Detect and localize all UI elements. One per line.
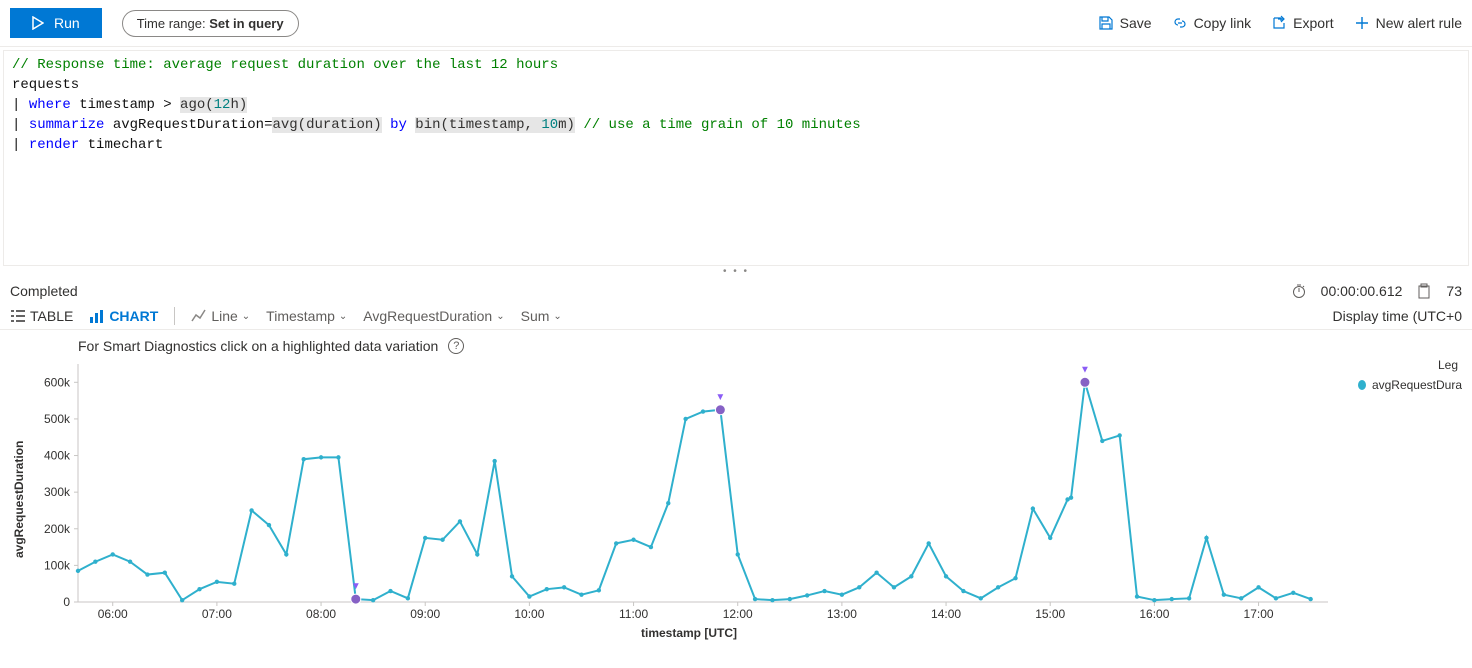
time-range-selector[interactable]: Time range: Set in query bbox=[122, 10, 299, 37]
run-button-label: Run bbox=[54, 15, 80, 31]
svg-text:10:00: 10:00 bbox=[514, 607, 544, 621]
chart-icon bbox=[89, 309, 105, 323]
status-bar: Completed 00:00:00.612 73 bbox=[0, 279, 1472, 303]
query-duration: 00:00:00.612 bbox=[1321, 283, 1403, 299]
editor-line-2: requests bbox=[12, 77, 79, 93]
copy-link-button[interactable]: Copy link bbox=[1172, 15, 1252, 31]
svg-text:11:00: 11:00 bbox=[619, 607, 648, 621]
link-icon bbox=[1172, 15, 1188, 31]
svg-text:09:00: 09:00 bbox=[410, 607, 440, 621]
query-toolbar: Run Time range: Set in query Save Copy l… bbox=[0, 0, 1472, 47]
save-icon bbox=[1098, 15, 1114, 31]
chart-plot[interactable]: 0 100k 200k 300k 400k 500k 600k 06:00 07:00 08:00… bbox=[28, 358, 1350, 640]
info-icon[interactable]: ? bbox=[448, 338, 464, 354]
chart-svg[interactable]: 0 100k 200k 300k 400k 500k 600k 06:00 07:00 08:00… bbox=[28, 358, 1338, 624]
tab-table-label: TABLE bbox=[30, 308, 73, 324]
x-axis-label: timestamp [UTC] bbox=[28, 626, 1350, 640]
time-range-value: Set in query bbox=[209, 16, 283, 31]
line-chart-icon bbox=[191, 309, 207, 323]
y-axis-label: avgRequestDuration bbox=[10, 358, 28, 640]
svg-text:▼: ▼ bbox=[351, 581, 361, 592]
results-tab-bar: TABLE CHART Line ⌄ Timestamp ⌄ AvgRequestD… bbox=[0, 303, 1472, 330]
table-icon bbox=[10, 309, 26, 323]
tab-table[interactable]: TABLE bbox=[10, 308, 73, 324]
play-icon bbox=[32, 16, 44, 30]
svg-text:600k: 600k bbox=[44, 375, 71, 389]
display-time-label: Display time (UTC+0 bbox=[1332, 308, 1462, 324]
plus-icon bbox=[1354, 15, 1370, 31]
export-button[interactable]: Export bbox=[1271, 15, 1333, 31]
query-editor[interactable]: // Response time: average request durati… bbox=[3, 50, 1469, 266]
svg-text:300k: 300k bbox=[44, 485, 71, 499]
svg-text:400k: 400k bbox=[44, 449, 71, 463]
status-text: Completed bbox=[10, 283, 78, 299]
clipboard-icon bbox=[1416, 283, 1432, 299]
agg-dropdown[interactable]: Sum⌄ bbox=[521, 308, 562, 324]
viz-type-label: Line bbox=[211, 308, 237, 324]
svg-text:500k: 500k bbox=[44, 412, 71, 426]
svg-text:17:00: 17:00 bbox=[1244, 607, 1274, 621]
tab-chart-label: CHART bbox=[109, 308, 158, 324]
time-range-prefix: Time range: bbox=[137, 16, 210, 31]
y-field-label: AvgRequestDuration bbox=[363, 308, 492, 324]
agg-label: Sum bbox=[521, 308, 550, 324]
chevron-down-icon: ⌄ bbox=[553, 311, 561, 322]
smart-diagnostics-hint: For Smart Diagnostics click on a highlig… bbox=[78, 338, 438, 354]
svg-text:200k: 200k bbox=[44, 522, 71, 536]
svg-text:06:00: 06:00 bbox=[98, 607, 128, 621]
svg-text:100k: 100k bbox=[44, 558, 71, 572]
chevron-down-icon: ⌄ bbox=[339, 311, 347, 322]
legend-item[interactable]: avgRequestDura bbox=[1358, 378, 1462, 392]
legend-title: Leg bbox=[1358, 358, 1462, 372]
svg-text:13:00: 13:00 bbox=[827, 607, 857, 621]
svg-text:08:00: 08:00 bbox=[306, 607, 336, 621]
editor-line-1: // Response time: average request durati… bbox=[12, 57, 558, 73]
y-field-dropdown[interactable]: AvgRequestDuration ⌄ bbox=[363, 308, 504, 324]
resize-grip[interactable]: • • • bbox=[0, 269, 1472, 279]
svg-text:0: 0 bbox=[63, 595, 70, 609]
chevron-down-icon: ⌄ bbox=[496, 311, 504, 322]
chevron-down-icon: ⌄ bbox=[242, 311, 250, 322]
tab-chart[interactable]: CHART bbox=[89, 308, 158, 324]
svg-text:▼: ▼ bbox=[1080, 364, 1090, 375]
copy-link-label: Copy link bbox=[1194, 15, 1252, 31]
x-field-label: Timestamp bbox=[266, 308, 335, 324]
row-count: 73 bbox=[1446, 283, 1462, 299]
svg-text:▼: ▼ bbox=[715, 392, 725, 403]
stopwatch-icon bbox=[1291, 283, 1307, 299]
save-label: Save bbox=[1120, 15, 1152, 31]
tab-separator bbox=[174, 307, 175, 325]
new-alert-label: New alert rule bbox=[1376, 15, 1462, 31]
chart-legend: Leg avgRequestDura bbox=[1350, 358, 1462, 640]
svg-text:16:00: 16:00 bbox=[1139, 607, 1169, 621]
export-label: Export bbox=[1293, 15, 1333, 31]
export-icon bbox=[1271, 15, 1287, 31]
legend-series-label: avgRequestDura bbox=[1372, 378, 1462, 392]
x-field-dropdown[interactable]: Timestamp ⌄ bbox=[266, 308, 347, 324]
svg-text:07:00: 07:00 bbox=[202, 607, 232, 621]
chart-panel: For Smart Diagnostics click on a highlig… bbox=[0, 330, 1472, 640]
run-button[interactable]: Run bbox=[10, 8, 102, 38]
save-button[interactable]: Save bbox=[1098, 15, 1152, 31]
new-alert-button[interactable]: New alert rule bbox=[1354, 15, 1462, 31]
legend-swatch bbox=[1358, 380, 1366, 390]
svg-text:15:00: 15:00 bbox=[1035, 607, 1065, 621]
viz-type-dropdown[interactable]: Line ⌄ bbox=[191, 308, 250, 324]
svg-text:14:00: 14:00 bbox=[931, 607, 961, 621]
svg-text:12:00: 12:00 bbox=[723, 607, 753, 621]
